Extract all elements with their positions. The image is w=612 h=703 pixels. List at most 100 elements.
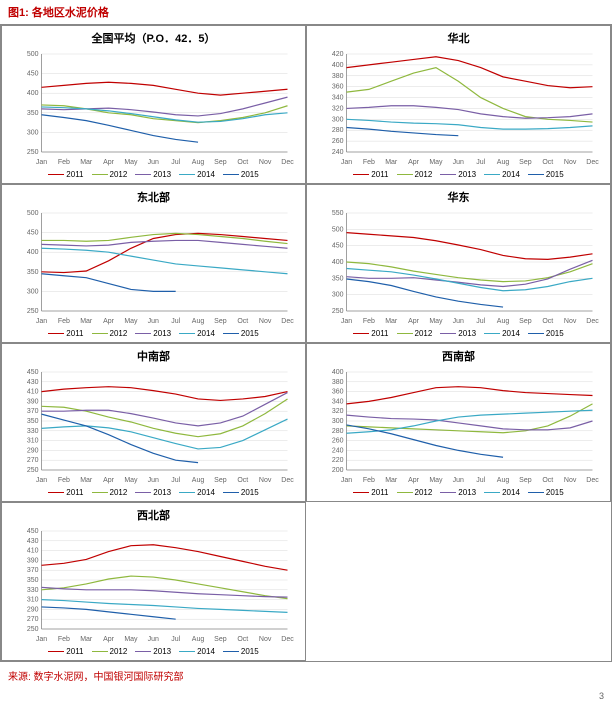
svg-text:260: 260 <box>332 438 344 445</box>
svg-text:Aug: Aug <box>192 477 205 484</box>
svg-text:450: 450 <box>27 71 39 78</box>
legend: 2011 2012 2013 2014 2015 <box>311 329 606 338</box>
legend-label-2014: 2014 <box>197 329 215 338</box>
svg-text:410: 410 <box>27 548 39 555</box>
chart-title-2: 东北部 <box>6 189 301 205</box>
chart-svg: 250300350400450500JanFebMarAprMayJunJulA… <box>6 207 301 327</box>
svg-text:Apr: Apr <box>103 636 115 643</box>
svg-text:Feb: Feb <box>58 318 70 325</box>
svg-text:Dec: Dec <box>586 159 599 166</box>
legend-item-2013: 2013 <box>135 170 171 179</box>
svg-text:Jun: Jun <box>148 318 159 325</box>
series-2014 <box>347 410 593 433</box>
legend-swatch-2014 <box>179 333 195 334</box>
legend-label-2014: 2014 <box>502 488 520 497</box>
svg-text:Aug: Aug <box>192 636 205 643</box>
svg-text:250: 250 <box>27 149 39 156</box>
legend-swatch-2013 <box>135 651 151 652</box>
svg-text:380: 380 <box>332 73 344 80</box>
legend-label-2011: 2011 <box>66 170 83 179</box>
series-2013 <box>42 240 288 248</box>
svg-text:400: 400 <box>27 249 39 256</box>
legend: 2011 2012 2013 2014 2015 <box>6 647 301 656</box>
legend-item-2012: 2012 <box>397 170 433 179</box>
legend-swatch-2015 <box>528 174 544 175</box>
svg-text:Nov: Nov <box>564 159 577 166</box>
legend: 2011 2012 2013 2014 2015 <box>6 170 301 179</box>
svg-text:250: 250 <box>27 626 39 633</box>
legend-label-2013: 2013 <box>153 170 171 179</box>
svg-text:300: 300 <box>27 288 39 295</box>
svg-text:200: 200 <box>332 467 344 474</box>
svg-text:Nov: Nov <box>564 477 577 484</box>
legend-label-2015: 2015 <box>546 170 564 179</box>
svg-text:Jan: Jan <box>341 318 352 325</box>
legend-swatch-2015 <box>528 492 544 493</box>
svg-text:Feb: Feb <box>58 159 70 166</box>
legend-swatch-2015 <box>223 492 239 493</box>
chart-title-3: 华东 <box>311 189 606 205</box>
svg-text:360: 360 <box>332 389 344 396</box>
svg-text:350: 350 <box>27 418 39 425</box>
svg-text:Jan: Jan <box>341 477 352 484</box>
series-2015 <box>42 115 199 142</box>
svg-text:May: May <box>124 318 138 325</box>
legend-swatch-2012 <box>92 651 108 652</box>
svg-text:420: 420 <box>332 51 344 58</box>
legend-label-2013: 2013 <box>153 488 171 497</box>
legend-item-2013: 2013 <box>440 488 476 497</box>
svg-text:Nov: Nov <box>259 159 272 166</box>
legend: 2011 2012 2013 2014 2015 <box>311 170 606 179</box>
svg-text:Jul: Jul <box>171 318 180 325</box>
legend-item-2013: 2013 <box>135 329 171 338</box>
legend-item-2015: 2015 <box>223 647 259 656</box>
legend-label-2014: 2014 <box>197 170 215 179</box>
svg-text:Oct: Oct <box>237 477 248 484</box>
legend-item-2014: 2014 <box>484 329 520 338</box>
svg-text:Feb: Feb <box>363 159 375 166</box>
legend-label-2011: 2011 <box>66 488 83 497</box>
legend-label-2013: 2013 <box>153 647 171 656</box>
svg-text:Apr: Apr <box>103 477 115 484</box>
legend-swatch-2012 <box>92 174 108 175</box>
svg-text:250: 250 <box>332 308 344 315</box>
legend-swatch-2012 <box>397 492 413 493</box>
svg-text:290: 290 <box>27 606 39 613</box>
legend-swatch-2014 <box>179 174 195 175</box>
series-2015 <box>42 607 176 619</box>
legend-swatch-2013 <box>135 333 151 334</box>
svg-text:Jan: Jan <box>36 477 47 484</box>
svg-text:May: May <box>124 477 138 484</box>
series-2013 <box>42 97 288 116</box>
svg-text:450: 450 <box>27 230 39 237</box>
svg-text:Jan: Jan <box>341 159 352 166</box>
svg-text:Oct: Oct <box>542 477 553 484</box>
series-2011 <box>42 545 288 570</box>
legend-swatch-2015 <box>223 651 239 652</box>
svg-text:Jun: Jun <box>453 318 464 325</box>
svg-text:Nov: Nov <box>259 636 272 643</box>
legend-item-2011: 2011 <box>48 488 83 497</box>
legend: 2011 2012 2013 2014 2015 <box>6 329 301 338</box>
legend-label-2011: 2011 <box>371 329 388 338</box>
svg-text:500: 500 <box>332 226 344 233</box>
chart-title-5: 西南部 <box>311 348 606 364</box>
legend-swatch-2011 <box>48 651 64 652</box>
svg-text:380: 380 <box>332 379 344 386</box>
legend-swatch-2013 <box>440 333 456 334</box>
chart-svg: 240260280300320340360380400420JanFebMarA… <box>311 48 606 168</box>
legend-item-2012: 2012 <box>92 329 128 338</box>
legend-item-2012: 2012 <box>397 329 433 338</box>
svg-text:450: 450 <box>27 528 39 535</box>
panel-6: 西北部250270290310330350370390410430450JanF… <box>1 502 306 661</box>
svg-text:450: 450 <box>332 243 344 250</box>
legend-swatch-2013 <box>440 174 456 175</box>
legend: 2011 2012 2013 2014 2015 <box>6 488 301 497</box>
legend-item-2011: 2011 <box>353 488 388 497</box>
legend-swatch-2014 <box>484 492 500 493</box>
legend-label-2015: 2015 <box>546 329 564 338</box>
svg-text:Oct: Oct <box>237 318 248 325</box>
svg-text:500: 500 <box>27 210 39 217</box>
legend-swatch-2014 <box>179 492 195 493</box>
svg-text:May: May <box>429 159 443 166</box>
